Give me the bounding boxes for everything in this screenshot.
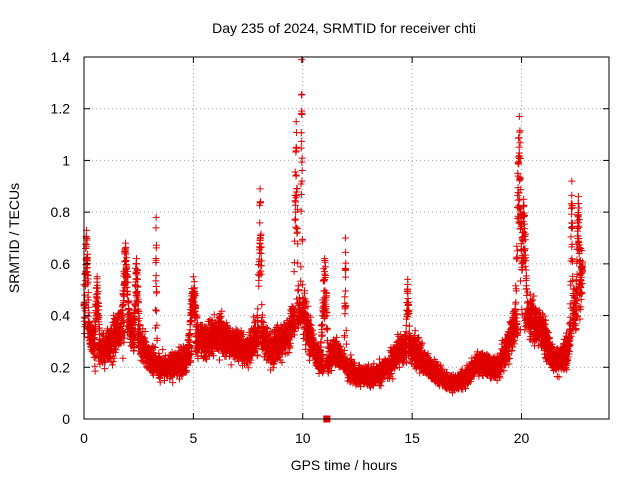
data-point xyxy=(203,355,211,363)
data-point xyxy=(523,291,531,299)
data-point xyxy=(256,219,264,227)
data-point xyxy=(310,330,318,338)
data-point xyxy=(159,346,167,354)
data-point xyxy=(292,143,300,151)
data-point xyxy=(153,288,161,296)
data-point xyxy=(152,224,160,232)
data-point xyxy=(297,263,305,271)
data-point xyxy=(292,223,300,231)
data-point xyxy=(258,301,266,309)
data-point xyxy=(109,358,117,366)
data-point xyxy=(254,305,262,313)
data-point xyxy=(341,333,349,341)
data-point xyxy=(292,215,300,223)
data-point xyxy=(218,307,226,315)
data-point xyxy=(341,293,349,301)
data-point xyxy=(152,272,160,280)
data-point xyxy=(201,354,209,362)
data-point xyxy=(321,275,329,283)
data-point xyxy=(516,139,524,147)
data-point xyxy=(186,326,194,334)
data-point xyxy=(297,207,305,215)
data-point xyxy=(291,216,299,224)
data-point xyxy=(342,273,350,281)
data-point xyxy=(298,137,306,145)
data-point xyxy=(405,322,413,330)
data-point xyxy=(190,278,198,286)
data-point xyxy=(194,343,202,351)
data-point xyxy=(119,354,127,362)
data-point xyxy=(297,277,305,285)
data-point xyxy=(298,166,306,174)
data-point xyxy=(121,257,129,265)
data-point xyxy=(342,326,350,334)
data-point xyxy=(512,298,520,306)
data-point xyxy=(347,351,355,359)
data-point xyxy=(156,378,164,386)
data-point xyxy=(290,268,298,276)
data-point xyxy=(209,352,217,360)
data-point xyxy=(150,343,158,351)
data-point xyxy=(318,320,326,328)
data-point xyxy=(321,258,329,266)
data-point xyxy=(84,303,92,311)
data-point xyxy=(292,171,300,179)
data-point xyxy=(291,168,299,176)
chart-title: Day 235 of 2024, SRMTID for receiver cht… xyxy=(212,20,476,36)
data-point xyxy=(217,313,225,321)
data-point xyxy=(255,282,263,290)
data-point xyxy=(293,229,301,237)
data-point xyxy=(577,295,585,303)
data-point xyxy=(227,361,235,369)
data-point xyxy=(342,248,350,256)
data-point xyxy=(133,275,141,283)
data-point xyxy=(341,266,349,274)
data-point xyxy=(341,310,349,318)
data-point xyxy=(293,185,301,193)
data-point xyxy=(297,129,305,137)
data-point xyxy=(82,260,90,268)
data-point xyxy=(402,358,410,366)
data-point xyxy=(294,259,302,267)
data-points xyxy=(80,56,587,423)
data-point xyxy=(567,233,575,241)
data-point xyxy=(516,127,524,135)
data-point xyxy=(148,342,156,350)
data-point xyxy=(342,340,350,348)
data-point xyxy=(297,191,305,199)
data-point xyxy=(342,259,350,267)
data-point xyxy=(81,329,89,337)
data-point xyxy=(109,361,117,369)
data-point xyxy=(341,287,349,295)
data-point xyxy=(152,306,160,314)
data-point xyxy=(257,230,265,238)
data-point xyxy=(250,313,258,321)
data-point xyxy=(215,356,223,364)
data-point xyxy=(416,369,424,377)
data-point xyxy=(153,307,161,315)
data-point xyxy=(297,144,305,152)
data-point xyxy=(315,369,323,377)
data-point xyxy=(299,281,307,289)
data-point xyxy=(513,247,521,255)
data-point xyxy=(298,90,306,98)
data-point xyxy=(273,321,281,329)
data-point xyxy=(124,297,132,305)
data-point xyxy=(91,367,99,375)
data-point xyxy=(257,249,265,257)
data-point xyxy=(153,321,161,329)
